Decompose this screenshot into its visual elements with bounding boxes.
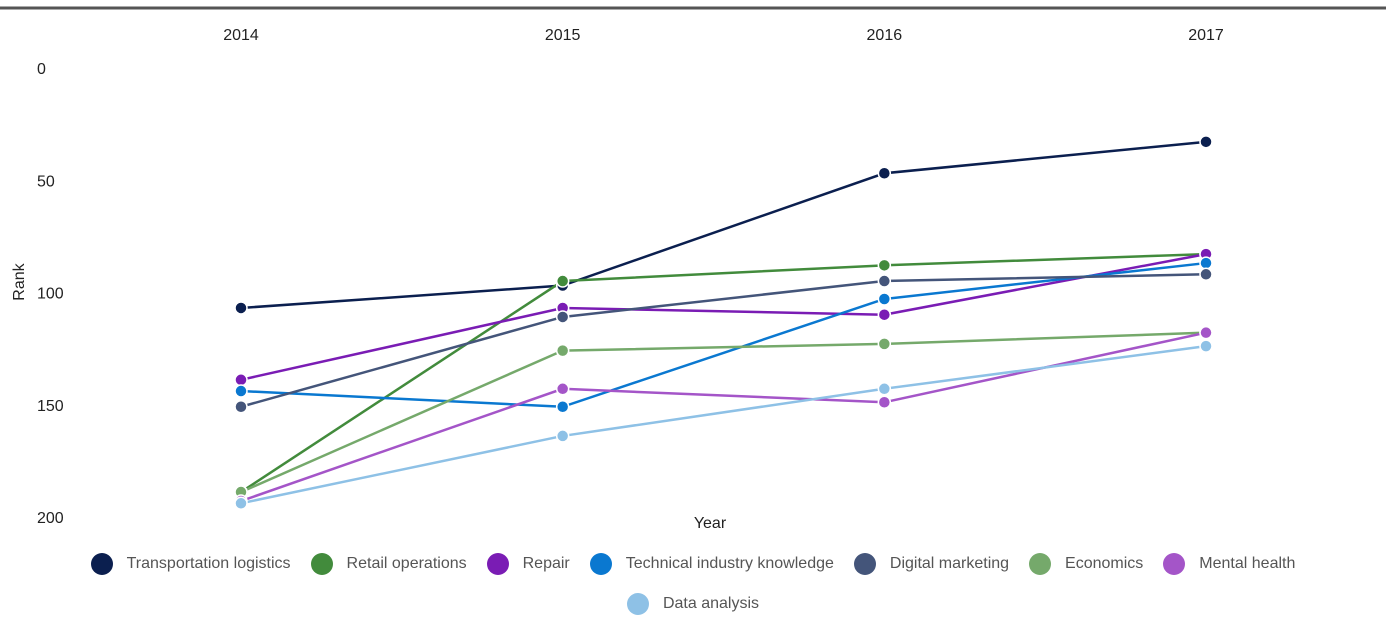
- x-tick-label: 2014: [223, 27, 259, 44]
- legend-item[interactable]: Technical industry knowledge: [589, 552, 834, 576]
- legend-item[interactable]: Repair: [486, 552, 570, 576]
- legend-label: Mental health: [1199, 555, 1296, 572]
- series-line: [240, 252, 1207, 494]
- series-line: [240, 261, 1207, 409]
- x-axis-label: Year: [694, 515, 727, 532]
- legend-label: Retail operations: [346, 555, 467, 572]
- legend-swatch: [853, 553, 876, 575]
- data-point: [877, 166, 892, 181]
- data-point: [234, 496, 248, 511]
- data-point: [877, 382, 892, 396]
- data-point: [1199, 339, 1213, 353]
- x-tick-label: 2016: [867, 27, 903, 44]
- data-point: [877, 292, 892, 306]
- data-point: [1199, 256, 1213, 270]
- legend-item[interactable]: Mental health: [1163, 552, 1295, 576]
- y-tick-label: 200: [37, 510, 64, 527]
- legend-item[interactable]: Digital marketing: [853, 552, 1010, 576]
- legend-swatch: [310, 553, 333, 575]
- data-point: [555, 382, 570, 396]
- x-tick-label: 2017: [1188, 27, 1224, 44]
- legend-item[interactable]: Economics: [1029, 552, 1143, 576]
- y-tick-label: 50: [37, 173, 55, 190]
- data-point: [555, 429, 570, 443]
- series-line: [240, 331, 1207, 494]
- y-tick-label: 150: [37, 398, 64, 415]
- legend-swatch: [1163, 553, 1186, 575]
- data-point: [1199, 267, 1213, 282]
- legend-label: Technical industry knowledge: [625, 555, 834, 572]
- data-point: [555, 310, 570, 324]
- data-point: [877, 274, 892, 288]
- data-point: [877, 258, 892, 273]
- data-point: [877, 395, 892, 410]
- series-line: [240, 140, 1207, 310]
- legend-label: Repair: [522, 555, 570, 572]
- y-tick-label: 100: [37, 286, 64, 303]
- legend-item[interactable]: Retail operations: [310, 552, 467, 576]
- legend-label: Economics: [1065, 555, 1144, 572]
- series-line: [240, 344, 1207, 505]
- legend-item[interactable]: Data analysis: [626, 592, 760, 616]
- y-axis-label: Rank: [11, 262, 28, 300]
- legend: Transportation logistics Retail operation…: [60, 552, 1326, 616]
- data-point: [234, 373, 248, 387]
- legend-swatch: [90, 553, 113, 575]
- legend-label: Digital marketing: [889, 555, 1010, 572]
- x-tick-label: 2015: [545, 27, 581, 44]
- series-line: [240, 331, 1207, 503]
- data-point: [555, 274, 570, 288]
- y-tick-label: 0: [37, 61, 46, 78]
- legend-label: Data analysis: [662, 595, 760, 612]
- legend-swatch: [626, 593, 649, 615]
- data-point: [234, 301, 248, 315]
- data-point: [877, 337, 892, 351]
- legend-swatch: [1029, 553, 1052, 575]
- data-point: [1199, 325, 1213, 340]
- legend-item[interactable]: Transportation logistics: [90, 552, 291, 576]
- data-point: [555, 343, 570, 358]
- legend-swatch: [486, 553, 509, 575]
- series-line: [240, 252, 1207, 382]
- chart: Year Rank 0 50 100 150 200 2014 2015 2016 2017: [0, 6, 1386, 532]
- data-point: [234, 384, 248, 398]
- series-line: [240, 273, 1207, 408]
- data-point: [555, 400, 570, 414]
- data-point: [234, 400, 248, 414]
- legend-label: Transportation logistics: [126, 555, 291, 572]
- legend-swatch: [589, 553, 612, 575]
- data-point: [877, 307, 892, 322]
- data-point: [1199, 135, 1213, 149]
